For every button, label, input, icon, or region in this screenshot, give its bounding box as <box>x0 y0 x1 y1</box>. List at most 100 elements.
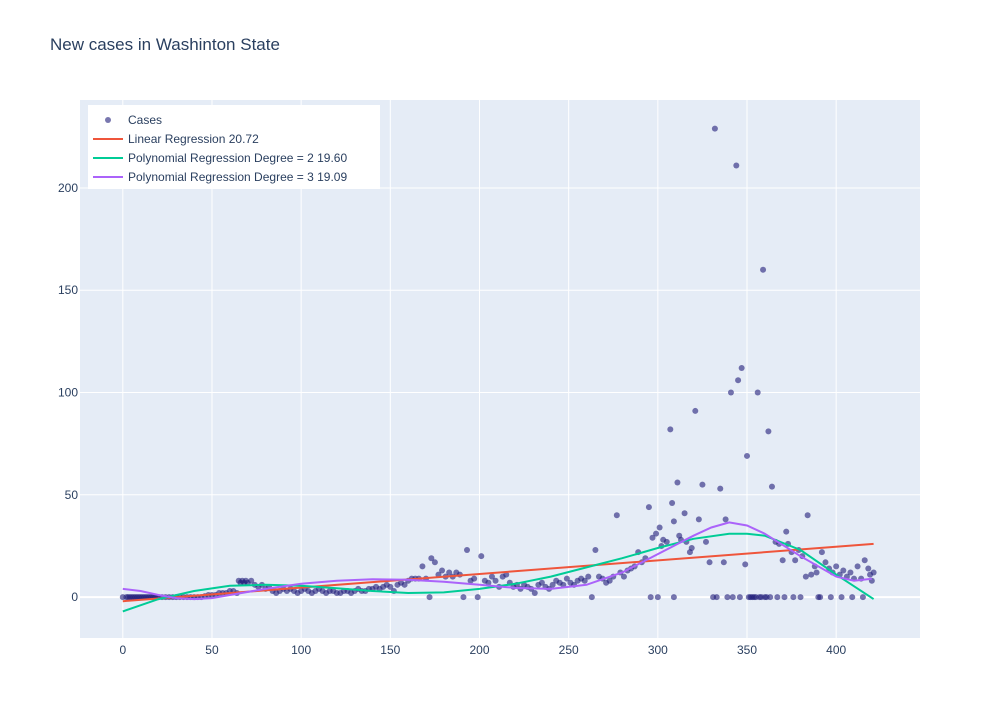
data-point <box>738 364 745 371</box>
data-point <box>733 162 740 169</box>
data-point <box>464 547 471 554</box>
data-point <box>758 594 765 601</box>
data-point <box>804 512 811 519</box>
data-point <box>248 577 255 584</box>
data-point <box>779 557 786 564</box>
data-point <box>833 563 840 570</box>
data-point <box>670 594 677 601</box>
data-point <box>790 594 797 601</box>
data-point <box>695 516 702 523</box>
legend-label: Linear Regression 20.72 <box>128 132 259 146</box>
data-point <box>428 555 435 562</box>
data-point <box>588 594 595 601</box>
data-point <box>431 559 438 566</box>
legend-box <box>88 105 380 189</box>
data-point <box>688 544 695 551</box>
x-tick-label: 250 <box>559 643 579 657</box>
data-point <box>549 581 556 588</box>
y-tick-label: 150 <box>58 283 78 297</box>
data-point <box>649 534 656 541</box>
regression-line <box>122 521 872 601</box>
data-point <box>620 573 627 580</box>
series-polynomial-regression-degree-3-19-09 <box>122 521 872 601</box>
data-point <box>735 377 742 384</box>
data-point <box>656 524 663 531</box>
y-tick-label: 100 <box>58 386 78 400</box>
data-point <box>752 594 759 601</box>
x-tick-label: 200 <box>469 643 489 657</box>
data-point <box>767 594 774 601</box>
data-point <box>645 504 652 511</box>
data-point <box>729 594 736 601</box>
x-tick-label: 400 <box>826 643 846 657</box>
data-point <box>717 485 724 492</box>
data-point <box>781 594 788 601</box>
data-point <box>865 565 872 572</box>
data-point <box>531 589 538 596</box>
data-point <box>792 557 799 564</box>
data-point <box>478 553 485 560</box>
data-point <box>667 426 674 433</box>
data-point <box>653 530 660 537</box>
data-point <box>387 583 394 590</box>
data-point <box>744 452 751 459</box>
data-point <box>563 575 570 582</box>
data-point <box>419 563 426 570</box>
chart-title: New cases in Washinton State <box>50 35 280 54</box>
legend-item[interactable]: Linear Regression 20.72 <box>93 132 259 146</box>
data-point <box>460 594 467 601</box>
data-point <box>847 569 854 576</box>
data-point <box>702 538 709 545</box>
legend-label: Polynomial Regression Degree = 3 19.09 <box>128 170 347 184</box>
data-point <box>736 594 743 601</box>
legend-item[interactable]: Polynomial Regression Degree = 3 19.09 <box>93 170 347 184</box>
data-point <box>503 571 510 578</box>
data-point <box>802 573 809 580</box>
series-polynomial-regression-degree-2-19-60 <box>122 532 875 613</box>
data-point <box>647 594 654 601</box>
data-point <box>870 569 877 576</box>
series <box>119 125 877 613</box>
data-point <box>439 567 446 574</box>
data-point <box>840 567 847 574</box>
data-point <box>606 577 613 584</box>
data-point <box>754 389 761 396</box>
data-point <box>674 479 681 486</box>
data-point <box>724 594 731 601</box>
data-point <box>654 594 661 601</box>
legend-label: Cases <box>128 113 162 127</box>
data-point <box>713 594 720 601</box>
regression-line <box>122 532 875 613</box>
x-tick-label: 350 <box>737 643 757 657</box>
x-tick-label: 300 <box>648 643 668 657</box>
x-tick-label: 150 <box>380 643 400 657</box>
data-point <box>849 594 856 601</box>
data-point <box>859 594 866 601</box>
data-point <box>581 577 588 584</box>
data-point <box>663 538 670 545</box>
data-point <box>488 573 495 580</box>
legend-item[interactable]: Polynomial Regression Degree = 2 19.60 <box>93 151 347 165</box>
data-point <box>817 594 824 601</box>
data-point <box>768 483 775 490</box>
y-tick-label: 200 <box>58 181 78 195</box>
data-point <box>670 518 677 525</box>
data-point <box>711 125 718 132</box>
data-point <box>474 594 481 601</box>
data-point <box>613 512 620 519</box>
data-point <box>838 594 845 601</box>
legend[interactable]: Cases Linear Regression 20.72 Polynomial R… <box>88 105 380 189</box>
data-point <box>485 579 492 586</box>
data-point <box>827 594 834 601</box>
data-point <box>585 573 592 580</box>
y-tick-label: 50 <box>65 488 79 502</box>
data-point <box>760 266 767 273</box>
legend-item[interactable]: Cases <box>105 113 162 127</box>
data-point <box>720 559 727 566</box>
data-point <box>706 559 713 566</box>
x-tick-label: 100 <box>291 643 311 657</box>
x-tick-label: 50 <box>205 643 219 657</box>
legend-marker <box>105 117 111 123</box>
y-tick-label: 0 <box>71 590 78 604</box>
